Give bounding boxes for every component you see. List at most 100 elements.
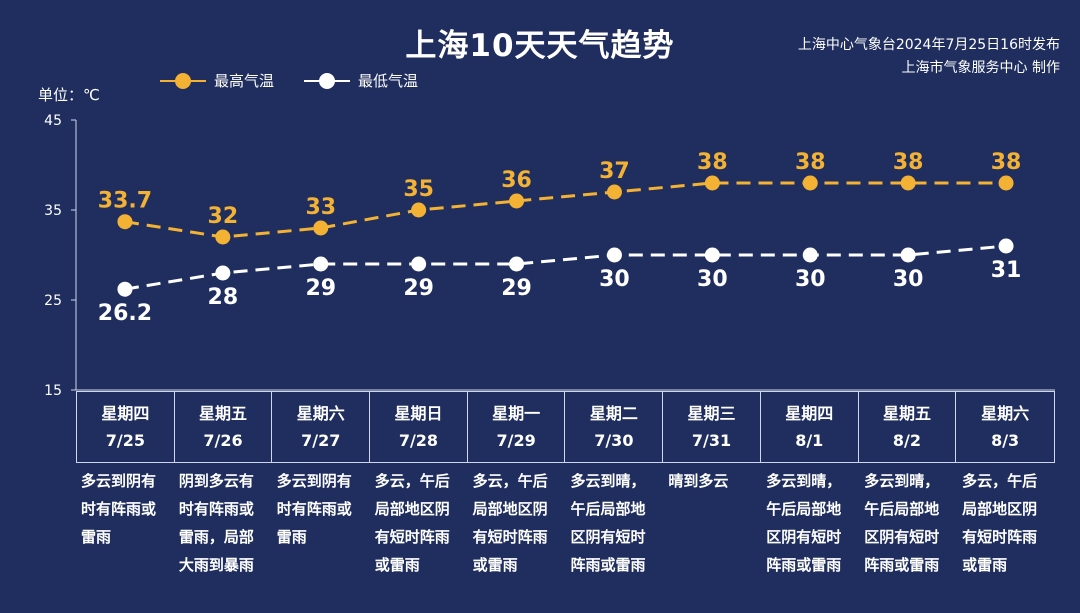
high-temp-point [411, 202, 427, 218]
low-temp-point [411, 256, 427, 272]
legend-item-low: 最低气温 [304, 70, 418, 91]
day-header-row: 星期四 7/25 星期五 7/26 星期六 7/27 星期日 7/28 星期一 7/29 星期二 7/… [76, 391, 1055, 463]
y-axis-unit-label: 单位：℃ [38, 86, 100, 104]
high-temp-line [124, 181, 1007, 239]
weekday-label: 星期五 [199, 404, 248, 423]
weather-description: 多云，午后局部地区阴有短时阵雨或雷雨 [374, 472, 450, 574]
high-temp-point [900, 175, 916, 191]
high-temp-label: 38 [795, 150, 826, 175]
date-label: 7/31 [691, 431, 732, 450]
date-label: 7/26 [203, 431, 243, 450]
y-tick-label: 35 [44, 203, 62, 219]
weekday-label: 星期六 [296, 404, 345, 423]
weekday-label: 星期三 [687, 404, 736, 423]
low-temp-point [900, 247, 916, 263]
legend-swatch-low [304, 71, 351, 91]
high-temp-label: 38 [893, 150, 924, 175]
low-temp-label: 30 [893, 267, 924, 292]
day-header-cell: 星期五 7/26 [175, 392, 273, 462]
weekday-label: 星期一 [492, 404, 541, 423]
day-header-cell: 星期四 7/25 [77, 392, 175, 462]
weather-description-row: 多云到阴有时有阵雨或雷雨 阴到多云有时有阵雨或雷雨，局部大雨到暴雨 多云到阴有时有阵… [76, 463, 1055, 579]
weekday-label: 星期日 [394, 404, 443, 423]
date-label: 8/3 [991, 431, 1020, 450]
low-temp-label: 28 [208, 285, 239, 310]
low-temp-label: 26.2 [98, 301, 152, 326]
day-header-cell: 星期一 7/29 [468, 392, 566, 462]
date-label: 7/30 [594, 431, 634, 450]
date-label: 7/25 [105, 431, 145, 450]
source-info: 上海中心气象台2024年7月25日16时发布 上海市气象服务中心 制作 [798, 34, 1060, 80]
high-temp-label: 37 [599, 159, 630, 184]
high-temp-label: 33 [305, 195, 336, 220]
high-temp-label: 35 [403, 177, 434, 202]
high-temp-label: 38 [991, 150, 1022, 175]
low-temp-label: 30 [795, 267, 826, 292]
weekday-label: 星期二 [589, 404, 638, 423]
weather-description: 多云到晴，午后局部地区阴有短时阵雨或雷雨 [766, 472, 842, 574]
low-temp-point [606, 247, 622, 263]
day-header-cell: 星期六 8/3 [956, 392, 1054, 462]
weather-description: 多云到晴，午后局部地区阴有短时阵雨或雷雨 [570, 472, 646, 574]
date-label: 7/27 [301, 431, 341, 450]
legend-label-high: 最高气温 [214, 72, 275, 90]
high-temp-point [215, 229, 231, 245]
high-temp-label: 33.7 [98, 189, 152, 214]
high-temp-label: 32 [208, 204, 239, 229]
legend-swatch-high [160, 71, 206, 91]
day-header-cell: 星期六 7/27 [272, 392, 371, 462]
low-temp-label: 29 [501, 276, 532, 301]
date-label: 8/2 [892, 431, 921, 450]
date-label: 8/1 [795, 431, 824, 450]
low-temp-label: 31 [991, 258, 1022, 283]
day-header-cell: 星期三 7/31 [663, 392, 761, 462]
low-temp-point [509, 256, 525, 272]
high-temp-point [117, 214, 133, 230]
high-temp-point [802, 175, 818, 191]
low-temp-label: 30 [697, 267, 728, 292]
date-label: 7/28 [398, 431, 439, 450]
day-header-cell: 星期四 8/1 [761, 392, 859, 462]
date-label: 7/29 [496, 431, 536, 450]
weather-description: 多云到晴，午后局部地区阴有短时阵雨或雷雨 [864, 472, 940, 574]
low-temp-point [802, 247, 818, 263]
high-temp-label: 38 [697, 150, 728, 175]
low-temp-point [215, 265, 231, 281]
weekday-label: 星期四 [785, 404, 834, 423]
low-temp-point [704, 247, 720, 263]
weather-description: 阴到多云有时有阵雨或雷雨，局部大雨到暴雨 [178, 472, 254, 574]
legend-label-low: 最低气温 [358, 72, 419, 90]
high-temp-point [606, 184, 622, 200]
day-header-cell: 星期五 8/2 [859, 392, 957, 462]
weekday-label: 星期四 [101, 404, 150, 423]
low-temp-point [313, 256, 329, 272]
y-tick-label: 45 [44, 113, 62, 129]
high-temp-point [509, 193, 525, 209]
weekday-label: 星期五 [882, 404, 931, 423]
high-temp-point [998, 175, 1014, 191]
weather-description: 晴到多云 [668, 472, 729, 490]
low-temp-line [124, 244, 1007, 291]
high-temp-point [313, 220, 329, 236]
weekday-label: 星期六 [981, 404, 1030, 423]
legend-item-high: 最高气温 [160, 70, 274, 91]
low-temp-point [998, 238, 1014, 254]
day-header-cell: 星期日 7/28 [370, 392, 468, 462]
weather-description: 多云，午后局部地区阴有短时阵雨或雷雨 [962, 472, 1038, 574]
weather-description: 多云，午后局部地区阴有短时阵雨或雷雨 [472, 472, 548, 574]
high-temp-point [704, 175, 720, 191]
chart-title: 上海10天天气趋势 [405, 28, 675, 64]
weather-description: 多云到阴有时有阵雨或雷雨 [276, 472, 352, 546]
low-temp-label: 29 [403, 276, 434, 301]
low-temp-label: 30 [599, 267, 630, 292]
y-tick-label: 15 [44, 383, 62, 399]
day-header-cell: 星期二 7/30 [565, 392, 664, 462]
source-line-producer: 上海市气象服务中心 制作 [901, 60, 1060, 76]
legend: 最高气温 最低气温 [160, 70, 418, 91]
source-line-publisher: 上海中心气象台2024年7月25日16时发布 [797, 37, 1060, 53]
low-temp-label: 29 [305, 276, 336, 301]
low-temp-point [117, 281, 133, 297]
weather-description: 多云到阴有时有阵雨或雷雨 [81, 472, 157, 546]
high-temp-label: 36 [501, 168, 532, 193]
